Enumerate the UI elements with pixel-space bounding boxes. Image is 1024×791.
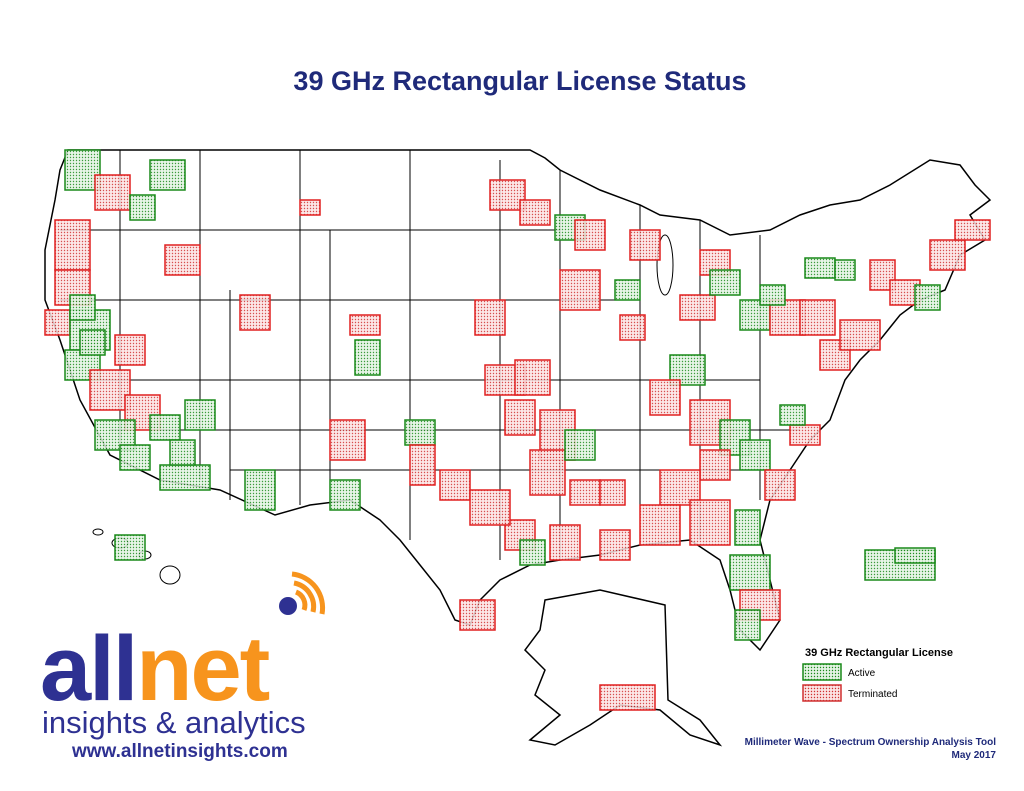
terminated-license-area [529, 449, 566, 496]
terminated-license-area [474, 299, 506, 336]
terminated-license-area [574, 219, 606, 251]
active-license-area [834, 259, 856, 281]
active-license-area [79, 329, 106, 356]
terminated-license-area [599, 479, 626, 506]
terminated-license-area [89, 369, 131, 411]
active-license-area [329, 479, 361, 511]
active-license-area [184, 399, 216, 431]
terminated-license-area [44, 309, 71, 336]
terminated-license-area [839, 319, 881, 351]
terminated-license-area [514, 359, 551, 396]
terminated-license-area [409, 444, 436, 486]
active-license-area [119, 444, 151, 471]
logo-tagline: insights & analytics [42, 705, 306, 740]
active-license-area [734, 609, 761, 641]
logo-url: www.allnetinsights.com [71, 741, 288, 762]
signal-icon [291, 571, 326, 615]
active-license-area [129, 194, 156, 221]
legend: 39 GHz Rectangular License Active Termin… [802, 647, 953, 702]
terminated-license-area [459, 599, 496, 631]
active-license-area [114, 534, 146, 561]
terminated-license-area [659, 469, 701, 506]
footer-date: May 2017 [952, 750, 997, 761]
terminated-license-area [164, 244, 201, 276]
terminated-license-area [599, 529, 631, 561]
terminated-license-area [329, 419, 366, 461]
terminated-license-area [114, 334, 146, 366]
terminated-license-area [489, 179, 526, 211]
map-title: 39 GHz Rectangular License Status [293, 66, 746, 96]
terminated-license-area [789, 424, 821, 446]
active-license-area [64, 149, 101, 191]
terminated-license-area [929, 239, 966, 271]
terminated-license-area [954, 219, 991, 241]
legend-label: Terminated [848, 689, 897, 700]
terminated-license-area [439, 469, 471, 501]
terminated-license-area [504, 399, 536, 436]
logo-all: all [40, 618, 136, 720]
terminated-license-area [679, 294, 716, 321]
terminated-license-area [599, 684, 656, 711]
active-license-area [564, 429, 596, 461]
terminated-license-area [239, 294, 271, 331]
terminated-license-area [519, 199, 551, 226]
legend-swatch-terminated [802, 684, 842, 702]
terminated-license-area [819, 339, 851, 371]
active-license-area [159, 464, 211, 491]
terminated-license-area [689, 499, 731, 546]
legend-title: 39 GHz Rectangular License [805, 647, 953, 659]
active-license-area [354, 339, 381, 376]
legend-label: Active [848, 668, 876, 679]
logo-net: net [136, 618, 269, 720]
active-license-area [169, 439, 196, 466]
active-license-area [244, 469, 276, 511]
active-license-area [914, 284, 941, 311]
active-license-area [759, 284, 786, 306]
active-license-area [729, 554, 771, 591]
active-license-area [149, 414, 181, 441]
terminated-license-area [349, 314, 381, 336]
active-license-area [404, 419, 436, 446]
terminated-license-area [649, 379, 681, 416]
legend-swatch-active [802, 663, 842, 681]
active-license-area [894, 547, 936, 564]
terminated-license-area [764, 469, 796, 501]
terminated-license-area [699, 449, 731, 481]
terminated-license-area [299, 199, 321, 216]
active-license-area [739, 439, 771, 471]
active-license-area [69, 294, 96, 321]
terminated-license-area [54, 219, 91, 271]
alaska-outline [524, 589, 723, 747]
active-license-area [779, 404, 806, 426]
terminated-license-area [619, 314, 646, 341]
logo-wordmark: allnet [40, 618, 270, 720]
terminated-license-area [94, 174, 131, 211]
active-license-area [149, 159, 186, 191]
logo: allnet insights & analytics www.allnetin… [40, 571, 326, 762]
terminated-license-area [549, 524, 581, 561]
footer-tool: Millimeter Wave - Spectrum Ownership Ana… [745, 737, 997, 748]
terminated-license-area [559, 269, 601, 311]
active-license-area [614, 279, 641, 301]
state-lines [60, 150, 800, 560]
signal-dot [279, 597, 297, 615]
lake [656, 234, 674, 296]
active-license-area [734, 509, 761, 546]
license-areas [44, 149, 991, 711]
terminated-license-area [629, 229, 661, 261]
us-map [44, 149, 992, 747]
terminated-license-area [569, 479, 601, 506]
active-license-area [519, 539, 546, 566]
terminated-license-area [639, 504, 681, 546]
terminated-license-area [799, 299, 836, 336]
active-license-area [709, 269, 741, 296]
terminated-license-area [469, 489, 511, 526]
active-license-area [804, 257, 836, 279]
